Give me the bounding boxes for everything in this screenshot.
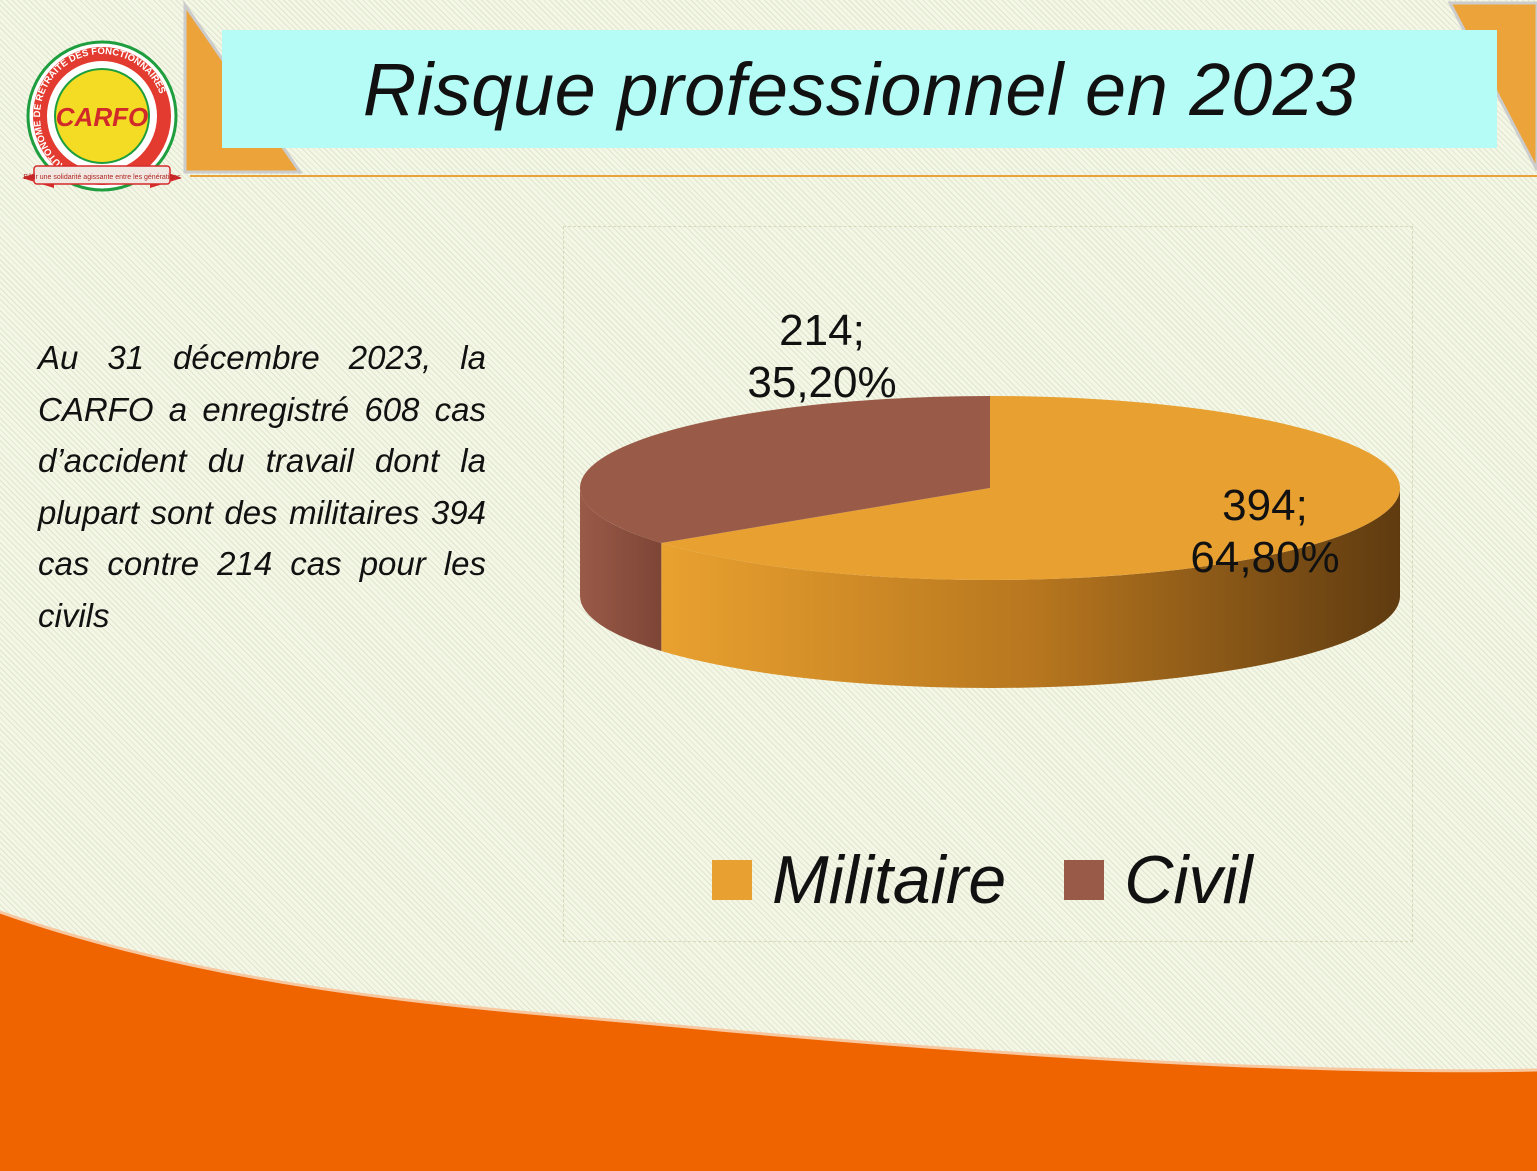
title-underline — [190, 175, 1537, 177]
page-title: Risque professionnel en 2023 — [362, 47, 1357, 131]
legend-swatch-militaire — [712, 860, 752, 900]
pie-side-militaire — [661, 488, 1400, 689]
data-label-value-militaire: 394; — [1222, 481, 1308, 530]
data-label-percent-militaire: 64,80% — [1190, 533, 1339, 582]
legend-label-civil: Civil — [1124, 842, 1253, 918]
logo-motto: Bâtir une solidarité agissante entre les… — [23, 174, 181, 181]
pie-slice-civil — [580, 396, 990, 543]
chart-legend: Militaire Civil — [712, 840, 1253, 920]
title-band — [222, 30, 1497, 148]
summary-paragraph: Au 31 décembre 2023, la CARFO a enregist… — [38, 339, 486, 634]
data-label-value-civil: 214; — [779, 306, 865, 355]
pie-slice-militaire — [661, 396, 1401, 580]
legend-label-militaire: Militaire — [772, 842, 1007, 918]
pie-side-civil — [580, 488, 662, 651]
legend-swatch-civil — [1064, 860, 1105, 900]
logo-initials: CARFO — [56, 102, 148, 132]
carfo-logo: CAISSE AUTONOME DE RETRAITE DES FONCTION… — [22, 40, 182, 192]
chart-frame — [563, 226, 1413, 942]
data-label-percent-civil: 35,20% — [747, 358, 896, 407]
